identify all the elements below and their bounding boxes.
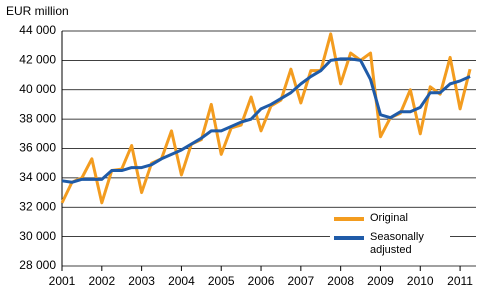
x-tick-label: 2008 [327, 274, 354, 288]
x-tick-label: 2005 [208, 274, 235, 288]
legend-item: Original [330, 212, 450, 225]
x-tick-label: 2011 [447, 274, 473, 288]
legend-label: Original [370, 212, 408, 224]
x-tick-label: 2010 [407, 274, 434, 288]
y-tick-label: 34 000 [19, 170, 56, 184]
x-tick-label: 2007 [287, 274, 314, 288]
y-tick-label: 28 000 [19, 258, 56, 272]
legend-swatch [334, 236, 364, 240]
x-tick-label: 2003 [128, 274, 155, 288]
series-line [61, 57, 471, 184]
x-tick-label: 2006 [248, 274, 275, 288]
x-tick-label: 2004 [168, 274, 195, 288]
x-tick-label: 2009 [367, 274, 394, 288]
y-tick-label: 44 000 [19, 23, 56, 37]
y-tick-label: 36 000 [19, 141, 56, 155]
x-tick-label: 2002 [88, 274, 115, 288]
legend-label: Seasonally adjusted [370, 231, 424, 256]
y-tick-label: 30 000 [19, 229, 56, 243]
y-tick-label: 38 000 [19, 111, 56, 125]
y-tick-label: 42 000 [19, 53, 56, 67]
legend: Original Seasonally adjusted [330, 210, 450, 265]
legend-swatch [334, 217, 364, 221]
x-tick-label: 2001 [49, 274, 76, 288]
series-line [60, 32, 472, 205]
y-tick-label: 32 000 [19, 199, 56, 213]
y-axis-label: EUR million [6, 4, 69, 18]
y-tick-label: 40 000 [19, 82, 56, 96]
legend-item: Seasonally adjusted [330, 231, 450, 257]
